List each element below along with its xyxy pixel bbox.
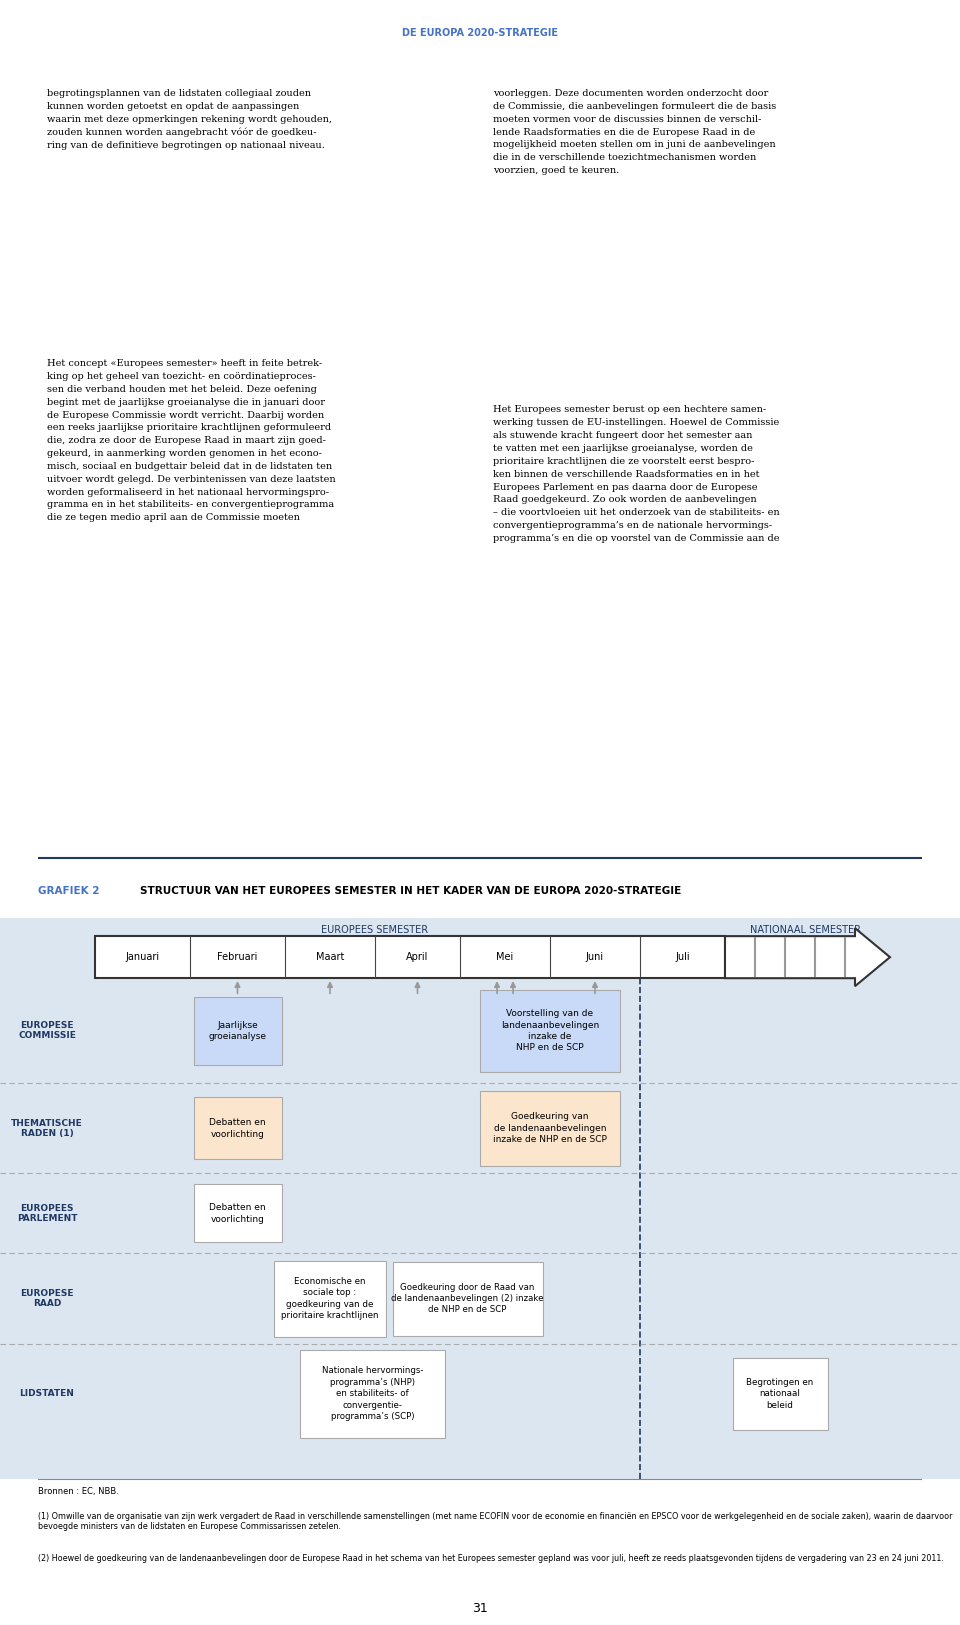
- Text: Voorstelling van de
landenaanbevelingen
inzake de
NHP en de SCP: Voorstelling van de landenaanbevelingen …: [501, 1009, 599, 1053]
- Text: Nationale hervormings-
programma’s (NHP)
en stabiliteits- of
convergentie-
progr: Nationale hervormings- programma’s (NHP)…: [322, 1367, 423, 1420]
- Text: Debatten en
voorlichting: Debatten en voorlichting: [209, 1118, 266, 1139]
- Bar: [95, 936, 725, 978]
- Text: EUROPESE
RAAD: EUROPESE RAAD: [20, 1289, 74, 1308]
- Text: Februari: Februari: [217, 952, 257, 962]
- Text: Goedkeuring van
de landenaanbevelingen
inzake de NHP en de SCP: Goedkeuring van de landenaanbevelingen i…: [493, 1113, 607, 1144]
- Text: LIDSTATEN: LIDSTATEN: [19, 1389, 75, 1398]
- Text: Economische en
sociale top :
goedkeuring van de
prioritaire krachtlijnen: Economische en sociale top : goedkeuring…: [281, 1277, 379, 1320]
- Text: Mei: Mei: [496, 952, 514, 962]
- Text: Het Europees semester berust op een hechtere samen-
werking tussen de EU-instell: Het Europees semester berust op een hech…: [493, 405, 780, 543]
- Text: (2) Hoewel de goedkeuring van de landenaanbevelingen door de Europese Raad in he: (2) Hoewel de goedkeuring van de landena…: [38, 1554, 945, 1563]
- Text: April: April: [406, 952, 429, 962]
- Text: DE EUROPA 2020-STRATEGIE: DE EUROPA 2020-STRATEGIE: [402, 28, 558, 37]
- Text: Debatten en
voorlichting: Debatten en voorlichting: [209, 1202, 266, 1224]
- Text: EUROPESE
COMMISSIE: EUROPESE COMMISSIE: [18, 1020, 76, 1040]
- Bar: [480, 1090, 620, 1165]
- Text: Bronnen : EC, NBB.: Bronnen : EC, NBB.: [38, 1487, 119, 1497]
- Bar: [194, 1185, 281, 1243]
- Polygon shape: [725, 928, 890, 986]
- Text: GRAFIEK 2: GRAFIEK 2: [38, 886, 100, 895]
- Text: (1) Omwille van de organisatie van zijn werk vergadert de Raad in verschillende : (1) Omwille van de organisatie van zijn …: [38, 1511, 953, 1531]
- Bar: [300, 1350, 445, 1438]
- Text: NATIONAAL SEMESTER: NATIONAAL SEMESTER: [750, 925, 860, 934]
- Text: THEMATISCHE
RADEN (1): THEMATISCHE RADEN (1): [12, 1118, 83, 1138]
- Text: voorleggen. Deze documenten worden onderzocht door
de Commissie, die aanbeveling: voorleggen. Deze documenten worden onder…: [493, 89, 777, 176]
- Bar: [732, 1357, 828, 1430]
- Text: Goedkeuring door de Raad van
de landenaanbevelingen (2) inzake
de NHP en de SCP: Goedkeuring door de Raad van de landenaa…: [392, 1282, 543, 1315]
- Text: EUROPEES
PARLEMENT: EUROPEES PARLEMENT: [16, 1204, 77, 1224]
- Text: EUROPEES SEMESTER: EUROPEES SEMESTER: [322, 925, 428, 934]
- Bar: [194, 996, 281, 1064]
- Text: STRUCTUUR VAN HET EUROPEES SEMESTER IN HET KADER VAN DE EUROPA 2020-STRATEGIE: STRUCTUUR VAN HET EUROPEES SEMESTER IN H…: [140, 886, 682, 895]
- Text: 31: 31: [472, 1602, 488, 1615]
- Text: Juli: Juli: [675, 952, 690, 962]
- Text: Maart: Maart: [316, 952, 345, 962]
- Text: Juni: Juni: [586, 952, 604, 962]
- Text: Jaarlijkse
groeianalyse: Jaarlijkse groeianalyse: [208, 1020, 267, 1042]
- Text: Januari: Januari: [126, 952, 159, 962]
- Bar: [480, 990, 620, 1072]
- Bar: [274, 1261, 386, 1337]
- Bar: [194, 1097, 281, 1159]
- Text: Het concept «Europees semester» heeft in feite betrek-
king op het geheel van to: Het concept «Europees semester» heeft in…: [47, 359, 336, 522]
- Text: Begrotingen en
nationaal
beleid: Begrotingen en nationaal beleid: [746, 1378, 814, 1409]
- Bar: [393, 1261, 542, 1336]
- Text: begrotingsplannen van de lidstaten collegiaal zouden
kunnen worden getoetst en o: begrotingsplannen van de lidstaten colle…: [47, 89, 332, 150]
